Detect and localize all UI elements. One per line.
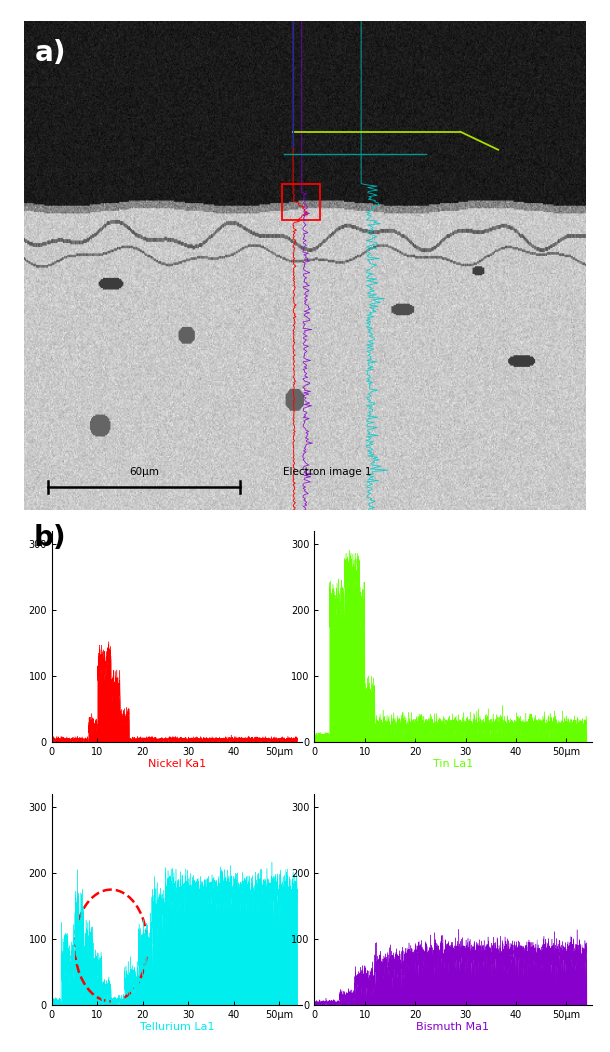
X-axis label: Nickel Ka1: Nickel Ka1: [148, 760, 206, 769]
Bar: [282, 184, 320, 220]
Text: Electron image 1: Electron image 1: [284, 467, 372, 477]
Text: a): a): [35, 39, 66, 67]
Text: b): b): [34, 524, 66, 552]
X-axis label: Tin La1: Tin La1: [433, 760, 473, 769]
X-axis label: Tellurium La1: Tellurium La1: [140, 1023, 214, 1032]
Text: 60μm: 60μm: [129, 467, 159, 477]
X-axis label: Bismuth Ma1: Bismuth Ma1: [417, 1023, 489, 1032]
